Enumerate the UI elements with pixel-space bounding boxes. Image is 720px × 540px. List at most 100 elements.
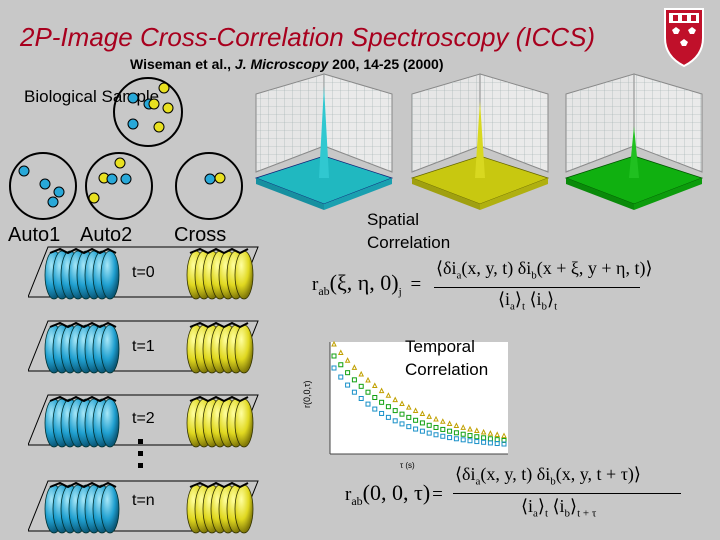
- auto1-circle: [9, 152, 77, 220]
- decay-marker: [433, 415, 439, 422]
- temporal-formula-denominator: ⟨ia⟩t ⟨ib⟩t + τ: [521, 496, 597, 520]
- series-yellow: [331, 340, 507, 439]
- auto2-surface: [410, 73, 550, 210]
- decay-marker: [440, 426, 446, 432]
- decay-marker: [426, 430, 432, 436]
- decay-marker: [453, 430, 459, 436]
- decay-marker: [345, 382, 351, 388]
- spatial-correlation-label: Spatial Correlation: [367, 210, 451, 252]
- decay-marker: [372, 395, 378, 401]
- decay-marker: [351, 389, 357, 395]
- decay-marker: [433, 432, 439, 438]
- decay-marker: [440, 433, 446, 439]
- decay-marker: [371, 382, 378, 389]
- decay-marker: [392, 408, 398, 414]
- decay-marker: [392, 418, 398, 424]
- citation: Wiseman et al., J. Microscopy 200, 14-25…: [130, 56, 444, 72]
- decay-marker: [358, 383, 364, 389]
- decay-marker: [413, 417, 419, 423]
- decay-marker: [365, 401, 371, 407]
- decay-marker: [474, 439, 480, 445]
- auto1-label: Auto1: [8, 224, 61, 246]
- decay-marker: [399, 411, 405, 417]
- time-label-tn: t=n: [132, 492, 155, 509]
- decay-marker: [406, 424, 412, 430]
- decay-marker: [453, 436, 459, 442]
- decay-marker: [446, 420, 453, 426]
- decay-marker: [494, 441, 500, 447]
- decay-marker: [351, 377, 357, 383]
- ellipsis-dots: [138, 439, 143, 468]
- decay-marker: [473, 427, 480, 434]
- decay-marker: [399, 421, 405, 427]
- decay-marker: [481, 439, 487, 445]
- decay-marker: [501, 441, 507, 447]
- yellow-particle: [162, 102, 174, 114]
- decay-marker: [487, 440, 493, 446]
- decay-marker: [351, 364, 358, 370]
- cross-circle: [175, 152, 243, 220]
- decay-marker: [337, 349, 344, 355]
- decay-marker: [378, 387, 385, 394]
- decay-marker: [419, 420, 425, 426]
- decay-marker: [439, 418, 446, 424]
- spatial-correlation-formula: rab(ξ, η, 0)j = ⟨δia(x, y, t) δib(x + ξ,…: [312, 258, 652, 320]
- decay-marker: [379, 399, 385, 405]
- decay-marker: [358, 370, 365, 377]
- decay-marker: [474, 434, 480, 440]
- decay-marker: [331, 353, 337, 359]
- decay-marker: [338, 362, 344, 368]
- temporal-decay-plot: r(0,0,τ) τ (s): [302, 340, 508, 470]
- yellow-particle: [158, 82, 170, 94]
- temporal-correlation-label: Temporal Correlation: [405, 337, 489, 379]
- auto2-label: Auto2: [80, 224, 133, 246]
- citation-authors: Wiseman et al.,: [130, 56, 235, 72]
- decay-marker: [331, 365, 337, 371]
- spatial-formula-denominator: ⟨ia⟩t ⟨ib⟩t: [498, 289, 558, 313]
- cross-surface: [564, 73, 704, 210]
- plot-y-label: r(0,0,τ): [302, 380, 312, 408]
- decay-marker: [406, 414, 412, 420]
- decay-marker: [372, 406, 378, 412]
- decay-marker: [419, 410, 426, 417]
- decay-marker: [412, 407, 419, 413]
- decay-marker: [385, 414, 391, 420]
- time-label-t0: t=0: [132, 264, 155, 281]
- time-label-t1: t=1: [132, 338, 155, 355]
- yellow-particle: [153, 121, 165, 133]
- temporal-formula-numerator: ⟨δia(x, y, t) δib(x, y, t + τ)⟩: [455, 464, 641, 488]
- series-cyan: [331, 365, 507, 447]
- decay-marker: [467, 425, 473, 432]
- decay-marker: [487, 430, 494, 436]
- spatial-formula-numerator: ⟨δia(x, y, t) δib(x + ξ, y + η, t)⟩: [436, 258, 653, 282]
- auto1-surface: [254, 73, 394, 210]
- decay-marker: [460, 437, 466, 443]
- spatial-fraction-bar: [434, 287, 640, 288]
- decay-marker: [460, 431, 466, 437]
- channel-circles: [9, 152, 243, 220]
- decay-marker: [344, 357, 351, 363]
- decay-marker: [467, 438, 473, 444]
- decay-marker: [345, 370, 351, 376]
- auto2-circle: [85, 152, 153, 220]
- decay-marker: [331, 340, 337, 347]
- slide-title: 2P-Image Cross-Correlation Spectroscopy …: [20, 22, 596, 52]
- decay-marker: [433, 424, 439, 430]
- decay-marker: [385, 404, 391, 410]
- decay-marker: [365, 389, 371, 395]
- decay-marker: [501, 432, 507, 439]
- citation-journal: J. Microscopy: [234, 56, 329, 72]
- cyan-particle: [127, 118, 139, 130]
- decay-marker: [426, 422, 432, 428]
- time-label-t2: t=2: [132, 410, 155, 427]
- decay-marker: [399, 400, 405, 407]
- decay-marker: [358, 395, 364, 401]
- decay-marker: [405, 404, 412, 410]
- decay-marker: [419, 428, 425, 434]
- correlation-surfaces: [254, 73, 704, 210]
- decay-marker: [460, 424, 467, 430]
- plot-x-label: τ (s): [400, 461, 415, 470]
- decay-marker: [447, 428, 453, 434]
- decay-marker: [338, 374, 344, 380]
- sample-label: Biological Sample: [24, 87, 160, 106]
